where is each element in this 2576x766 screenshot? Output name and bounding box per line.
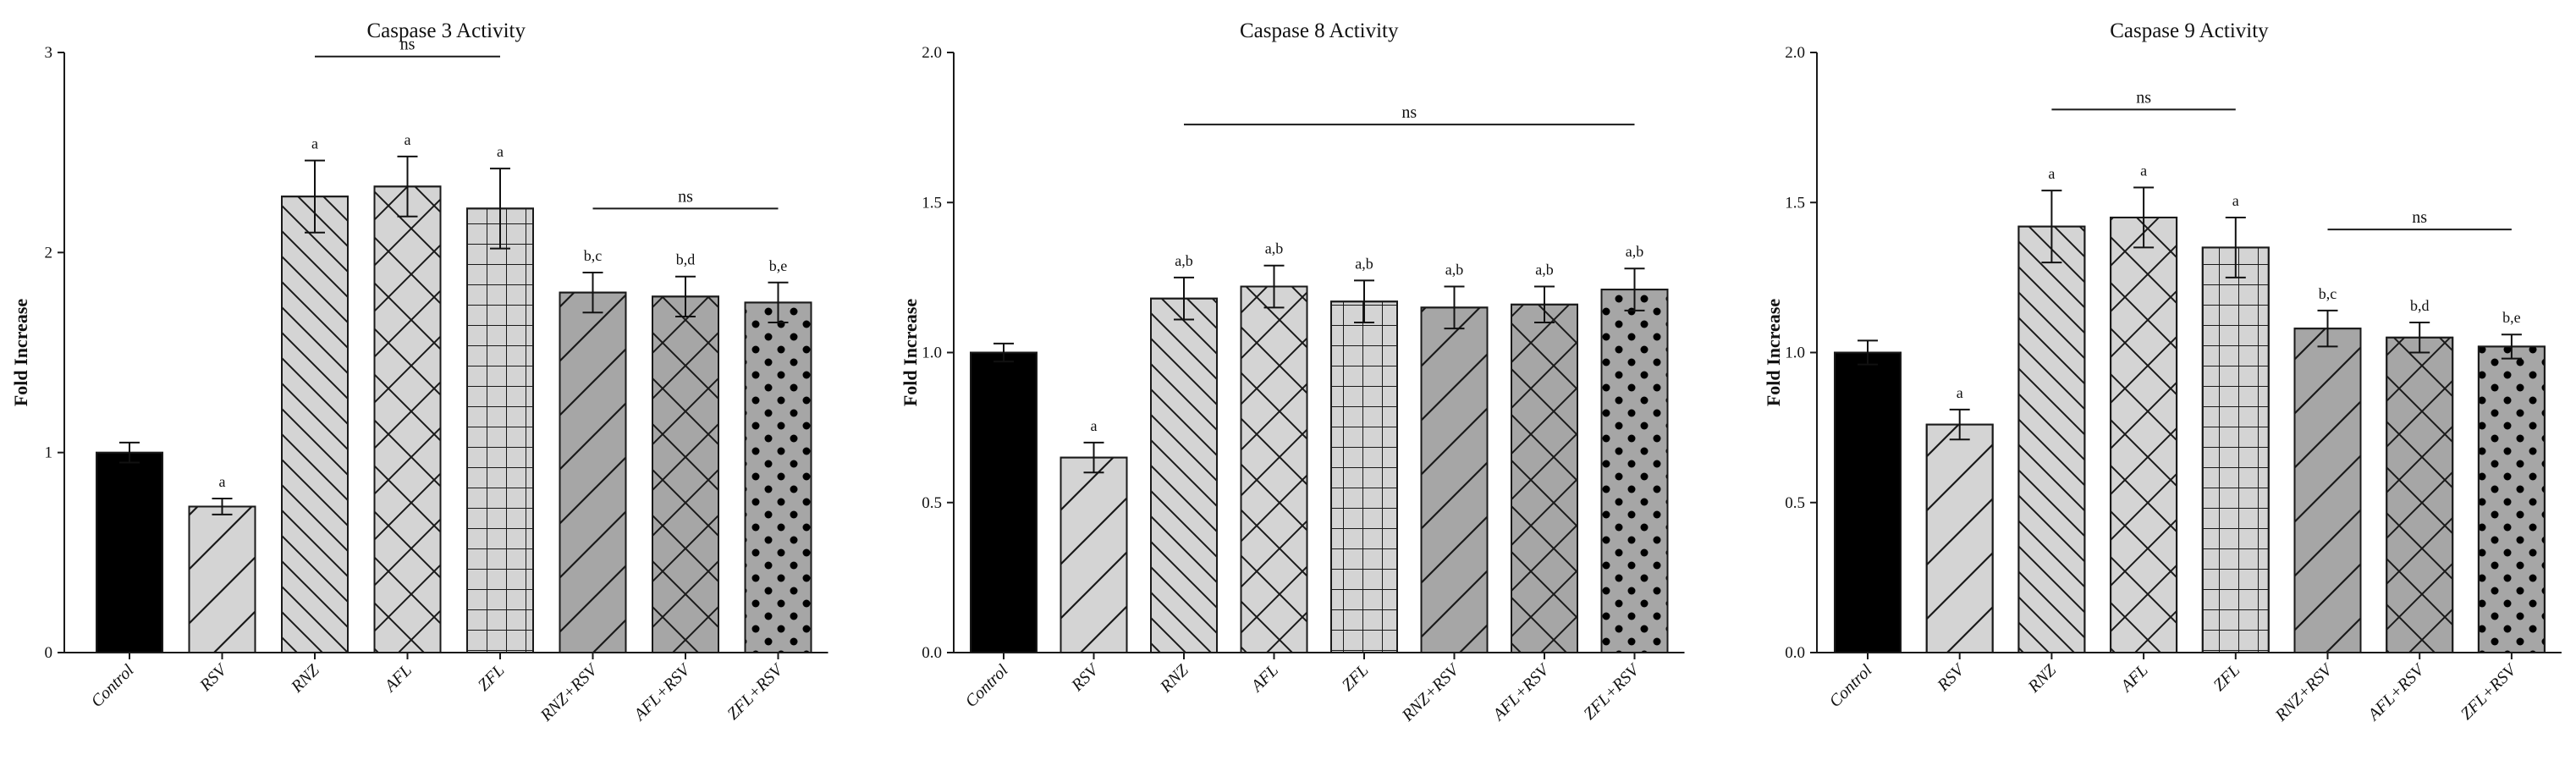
- x-tick-label: Control: [961, 661, 1011, 711]
- y-tick-label: 2.0: [922, 44, 942, 62]
- ns-label: ns: [2412, 208, 2427, 227]
- bar-pattern-RNZ+RSV: [559, 291, 627, 653]
- bar-pattern-RNZ: [2017, 225, 2086, 653]
- significance-letter: a: [497, 143, 504, 160]
- bar-pattern-RNZ+RSV: [1420, 306, 1489, 653]
- bar-pattern-AFL: [1240, 285, 1308, 653]
- y-tick-label: 0.0: [1785, 644, 1805, 662]
- significance-letter: a: [1091, 417, 1098, 434]
- bar-pattern-RSV: [188, 505, 256, 654]
- x-tick-label: ZFL+RSV: [724, 659, 788, 724]
- significance-letter: a: [311, 135, 318, 152]
- significance-letter: a: [405, 131, 411, 148]
- y-axis-label: Fold Increase: [900, 299, 921, 407]
- significance-letter: a: [2140, 163, 2147, 179]
- y-tick-label: 1: [45, 444, 53, 462]
- x-tick-label: RNZ: [287, 660, 323, 697]
- y-tick-label: 0.5: [922, 494, 942, 512]
- significance-letter: a: [2048, 165, 2055, 182]
- bar-Control: [1834, 351, 1902, 653]
- y-tick-label: 0.0: [922, 644, 942, 662]
- bar-pattern-AFL+RSV: [1511, 303, 1578, 653]
- x-tick-label: ZFL+RSV: [2458, 659, 2522, 724]
- x-tick-label: AFL: [1247, 661, 1282, 697]
- y-tick-label: 1.5: [922, 194, 942, 212]
- x-tick-label: RNZ: [1156, 660, 1192, 697]
- chart-panel-2: 0.0 0.5 1.0 1.5 2.0 Fold Increase Caspase 8 Ac…: [900, 19, 1685, 725]
- bar-pattern-RNZ+RSV: [2293, 328, 2362, 653]
- significance-letter: b,e: [2502, 309, 2521, 326]
- x-tick-label: Control: [87, 661, 137, 711]
- y-tick-label: 3: [45, 44, 53, 62]
- significance-letter: a,b: [1626, 243, 1644, 260]
- x-tick-label: AFL: [380, 661, 416, 697]
- x-tick-label: RNZ+RSV: [2271, 659, 2337, 725]
- significance-letter: a: [219, 473, 226, 490]
- x-tick-label: AFL+RSV: [2364, 659, 2430, 725]
- bar-pattern-AFL: [2110, 216, 2178, 654]
- y-tick-label: 1.0: [1785, 344, 1805, 362]
- x-tick-label: RNZ: [2024, 660, 2061, 697]
- y-tick-label: 0.5: [1785, 494, 1805, 512]
- chart-title: Caspase 8 Activity: [1240, 19, 1399, 42]
- chart-panel-1: 0 1 2 3 Fold Increase Caspase 3 Activity Contr…: [10, 19, 828, 725]
- bar-pattern-RSV: [1060, 456, 1128, 654]
- bar-Control: [96, 451, 163, 654]
- significance-letter: a,b: [1355, 255, 1373, 272]
- x-tick-label: RNZ+RSV: [537, 659, 603, 725]
- bar-pattern-ZFL: [2201, 246, 2270, 653]
- significance-letter: b,d: [676, 251, 696, 268]
- y-tick-label: 2.0: [1785, 44, 1805, 62]
- significance-letter: a: [1957, 384, 1963, 401]
- significance-letter: b,d: [2410, 297, 2430, 314]
- x-tick-label: ZFL+RSV: [1580, 659, 1644, 724]
- chart-panel-3: 0.0 0.5 1.0 1.5 2.0 Fold Increase Caspase 9 Ac…: [1763, 19, 2562, 725]
- x-tick-label: ZFL: [1339, 661, 1373, 695]
- bar-pattern-RNZ: [281, 196, 349, 654]
- x-tick-label: AFL: [2116, 661, 2152, 697]
- chart-title: Caspase 9 Activity: [2110, 19, 2269, 42]
- x-tick-label: RSV: [195, 659, 232, 696]
- x-tick-label: RSV: [1934, 659, 1970, 696]
- significance-letter: a,b: [1175, 252, 1193, 269]
- y-axis-label: Fold Increase: [1763, 299, 1784, 407]
- significance-letter: a,b: [1535, 262, 1554, 278]
- x-tick-label: RSV: [1067, 659, 1104, 696]
- x-tick-label: Control: [1825, 661, 1875, 711]
- bar-pattern-ZFL+RSV: [2477, 345, 2546, 653]
- x-tick-label: AFL+RSV: [630, 659, 696, 725]
- bar-pattern-RNZ: [1150, 297, 1218, 653]
- bar-pattern-ZFL+RSV: [1600, 289, 1669, 653]
- significance-letter: a,b: [1445, 262, 1464, 278]
- bar-pattern-AFL+RSV: [2386, 336, 2454, 653]
- bar-Control: [970, 351, 1038, 653]
- x-tick-label: ZFL: [475, 661, 509, 695]
- significance-letter: b,e: [769, 257, 788, 274]
- significance-letter: a: [2232, 192, 2239, 209]
- bar-pattern-AFL+RSV: [652, 295, 719, 653]
- bar-pattern-ZFL: [1330, 300, 1398, 653]
- ns-label: ns: [678, 187, 693, 206]
- significance-letter: b,c: [2319, 285, 2337, 302]
- y-tick-label: 2: [45, 244, 53, 262]
- ns-label: ns: [400, 36, 416, 54]
- chart-title: Caspase 3 Activity: [367, 19, 526, 42]
- ns-label: ns: [1401, 103, 1417, 122]
- y-axis-label: Fold Increase: [10, 299, 31, 407]
- x-tick-label: ZFL: [2210, 661, 2243, 695]
- significance-letter: a,b: [1265, 240, 1284, 257]
- x-tick-label: AFL+RSV: [1489, 659, 1555, 725]
- y-tick-label: 1.0: [922, 344, 942, 362]
- significance-letter: b,c: [584, 247, 603, 264]
- y-tick-label: 0: [45, 644, 53, 662]
- bar-pattern-RSV: [1925, 423, 1994, 653]
- ns-label: ns: [2136, 88, 2151, 107]
- bar-pattern-AFL: [373, 185, 442, 654]
- x-tick-label: RNZ+RSV: [1398, 659, 1464, 725]
- bar-pattern-ZFL+RSV: [744, 301, 812, 653]
- y-tick-label: 1.5: [1785, 194, 1805, 212]
- bar-pattern-ZFL: [466, 207, 534, 653]
